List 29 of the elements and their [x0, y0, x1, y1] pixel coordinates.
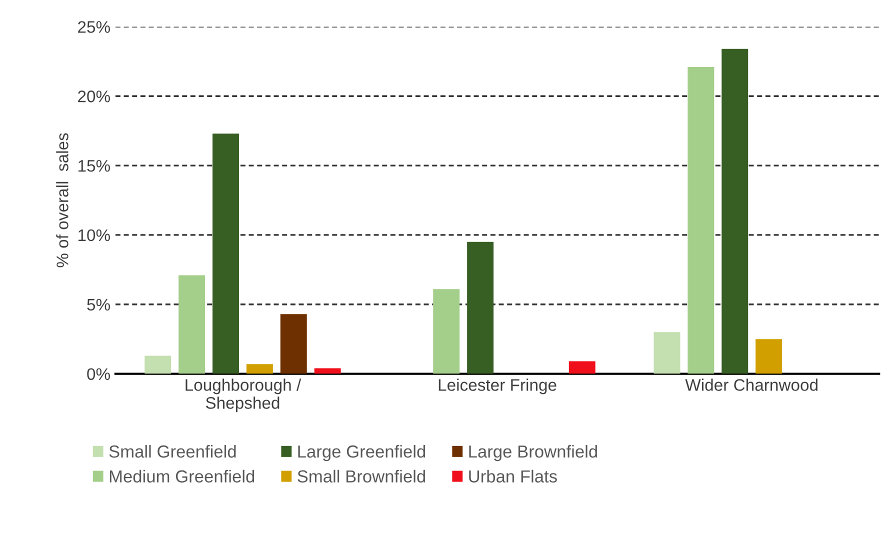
bar	[144, 356, 172, 374]
y-tick-label: 25%	[78, 21, 110, 33]
y-tick-label: 20%	[78, 90, 110, 102]
x-tick-label: Wider Charnwood	[685, 378, 818, 391]
legend-label: Urban Flats	[469, 470, 557, 483]
bar	[688, 66, 714, 374]
bar	[756, 339, 782, 374]
legend-label: Large Brownfield	[469, 444, 597, 462]
y-axis-title: % of overall sales	[56, 133, 68, 268]
bar	[467, 242, 494, 374]
legend-label: Large Greenfield	[298, 444, 426, 462]
bar	[722, 48, 748, 374]
bar	[178, 275, 206, 374]
y-tick-label: 10%	[78, 229, 110, 242]
y-tick-label: 5%	[87, 298, 110, 311]
legend-label: Small Greenfield	[109, 444, 236, 458]
x-tick-label: Leicester Fringe	[438, 378, 556, 394]
bar	[212, 134, 239, 374]
y-tick-label: 0%	[87, 368, 110, 380]
bar	[246, 364, 273, 374]
bar	[654, 332, 680, 374]
bar	[314, 368, 341, 374]
legend-label: Small Brownfield	[298, 470, 426, 483]
bar	[280, 314, 307, 374]
x-tick-label: Loughborough / Shepshed	[186, 378, 302, 412]
y-tick-label: 15%	[78, 160, 110, 172]
bar	[433, 289, 460, 374]
legend-label: Medium Greenfield	[110, 470, 254, 483]
bar	[568, 361, 596, 374]
